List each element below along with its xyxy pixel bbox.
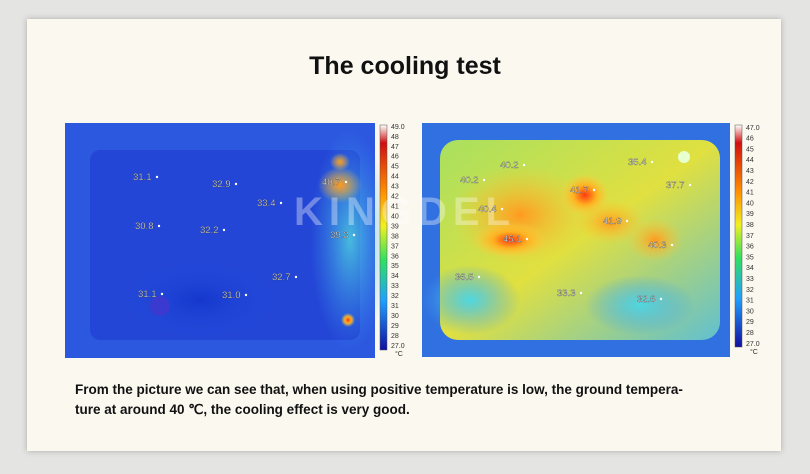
reading-point bbox=[222, 228, 226, 232]
temperature-reading: 33.3 bbox=[557, 288, 576, 299]
scale-label: 33 bbox=[746, 276, 754, 283]
temperature-reading: 37.7 bbox=[666, 180, 685, 191]
scale-label: 42 bbox=[391, 194, 399, 201]
temperature-reading: 40.3 bbox=[648, 240, 667, 251]
temperature-reading: 45.1 bbox=[503, 234, 522, 245]
temperature-reading: 39.3 bbox=[330, 230, 349, 241]
scale-label: 45 bbox=[391, 164, 399, 171]
scale-label: 40 bbox=[391, 213, 399, 220]
scale-label: 40 bbox=[746, 200, 754, 207]
reading-point bbox=[294, 275, 298, 279]
scale-label: 35 bbox=[391, 263, 399, 270]
scale-label: 36 bbox=[746, 244, 754, 251]
scale-label: 27.0 bbox=[391, 343, 405, 350]
title: The cooling test bbox=[309, 52, 501, 80]
temperature-reading: 33.4 bbox=[257, 198, 276, 209]
reading-point bbox=[482, 178, 486, 182]
scale-label: 41 bbox=[746, 190, 754, 197]
temperature-reading: 35.4 bbox=[628, 157, 647, 168]
scale-label: 31 bbox=[746, 298, 754, 305]
scale-label: 32 bbox=[746, 287, 754, 294]
scale-label: 29 bbox=[746, 319, 754, 326]
scale-label: 48 bbox=[391, 134, 399, 141]
scale-label: 27.0 bbox=[746, 341, 760, 348]
temperature-reading: 30.8 bbox=[135, 221, 154, 232]
scale-label: 44 bbox=[746, 157, 754, 164]
temperature-reading: 41.7 bbox=[570, 185, 589, 196]
scale-label: 36 bbox=[391, 253, 399, 260]
scale-label: 45 bbox=[746, 146, 754, 153]
scale-unit: °C bbox=[395, 350, 403, 358]
temperature-reading: 32.6 bbox=[637, 294, 656, 305]
scale-label: 35 bbox=[746, 254, 754, 261]
scale-label: 44 bbox=[391, 174, 399, 181]
temperature-reading: 40.4 bbox=[478, 204, 497, 215]
scale-label: 46 bbox=[746, 136, 754, 143]
reading-point bbox=[592, 188, 596, 192]
scale-unit: °C bbox=[750, 348, 758, 356]
scale-label: 42 bbox=[746, 179, 754, 186]
reading-point bbox=[579, 291, 583, 295]
temperature-reading: 40.7 bbox=[322, 177, 341, 188]
reading-point bbox=[670, 243, 674, 247]
scale-label: 37 bbox=[391, 243, 399, 250]
scale-label: 30 bbox=[746, 308, 754, 315]
thermal-image-right bbox=[420, 123, 743, 357]
scale-label: 49.0 bbox=[391, 124, 405, 131]
scale-label: 47.0 bbox=[746, 125, 760, 132]
scale-label: 29 bbox=[391, 323, 399, 330]
temperature-reading: 31.1 bbox=[138, 289, 157, 300]
reading-point bbox=[157, 224, 161, 228]
reading-point bbox=[477, 275, 481, 279]
scale-label: 41 bbox=[391, 203, 399, 210]
temperature-reading: 32.7 bbox=[272, 272, 291, 283]
reading-point bbox=[279, 201, 283, 205]
scale-label: 43 bbox=[391, 184, 399, 191]
scale-label: 43 bbox=[746, 168, 754, 175]
watermark: KINGDEL bbox=[294, 190, 516, 234]
reading-point bbox=[244, 293, 248, 297]
reading-point bbox=[522, 163, 526, 167]
caption-line: From the picture we can see that, when u… bbox=[75, 382, 683, 397]
reading-point bbox=[525, 237, 529, 241]
scale-label: 46 bbox=[391, 154, 399, 161]
reading-point bbox=[234, 182, 238, 186]
scale-label: 37 bbox=[746, 233, 754, 240]
scale-label: 31 bbox=[391, 303, 399, 310]
reading-point bbox=[650, 160, 654, 164]
reading-point bbox=[500, 207, 504, 211]
temperature-reading: 32.2 bbox=[200, 225, 219, 236]
scale-label: 38 bbox=[746, 222, 754, 229]
thermal-image-left bbox=[65, 123, 390, 358]
reading-point bbox=[688, 183, 692, 187]
scale-label: 39 bbox=[746, 211, 754, 218]
temperature-reading: 40.2 bbox=[500, 160, 519, 171]
temperature-reading: 40.2 bbox=[460, 175, 479, 186]
scale-label: 28 bbox=[746, 330, 754, 337]
reading-point bbox=[659, 297, 663, 301]
reading-point bbox=[155, 175, 159, 179]
scale-label: 47 bbox=[391, 144, 399, 151]
temperature-reading: 36.5 bbox=[455, 272, 474, 283]
scale-label: 39 bbox=[391, 223, 399, 230]
reading-point bbox=[344, 180, 348, 184]
scale-label: 33 bbox=[391, 283, 399, 290]
scale-label: 38 bbox=[391, 233, 399, 240]
scale-label: 32 bbox=[391, 293, 399, 300]
reading-point bbox=[352, 233, 356, 237]
scale-label: 34 bbox=[391, 273, 399, 280]
temperature-reading: 31.1 bbox=[133, 172, 152, 183]
temperature-reading: 41.9 bbox=[603, 216, 622, 227]
scale-label: 34 bbox=[746, 265, 754, 272]
scale-label: 30 bbox=[391, 313, 399, 320]
scale-label: 28 bbox=[391, 333, 399, 340]
temperature-reading: 31.0 bbox=[222, 290, 241, 301]
caption-line: ture at around 40 ℃, the cooling effect … bbox=[75, 402, 410, 417]
reading-point bbox=[160, 292, 164, 296]
reading-point bbox=[625, 219, 629, 223]
temperature-reading: 32.9 bbox=[212, 179, 231, 190]
